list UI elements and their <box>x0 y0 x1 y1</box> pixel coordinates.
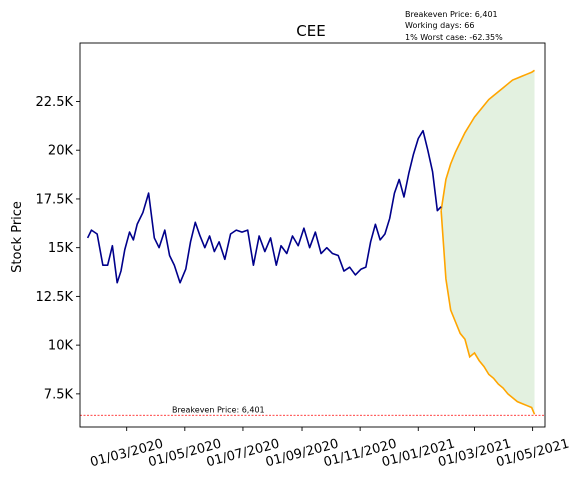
y-tick-label: 12.5K <box>36 290 74 305</box>
y-axis-label: Stock Price <box>10 201 25 273</box>
annotation-worst-case: 1% Worst case: -62.35% <box>405 33 503 42</box>
annotation-working-days: Working days: 66 <box>405 21 474 30</box>
history-line <box>86 129 442 284</box>
y-tick-label: 7.5K <box>44 387 74 402</box>
plot-area: Breakeven Price: 6,401 <box>80 69 545 416</box>
chart-title: CEE <box>296 22 325 40</box>
y-tick-label: 20K <box>48 144 74 159</box>
projection-band <box>441 70 535 415</box>
annotation-breakeven: Breakeven Price: 6,401 <box>405 10 498 19</box>
y-tick-label: 22.5K <box>36 95 74 110</box>
axes-frame <box>79 42 546 428</box>
y-tick-label: 15K <box>48 241 74 256</box>
y-tick-label: 17.5K <box>36 192 74 207</box>
y-tick-label: 10K <box>48 339 74 354</box>
breakeven-label: Breakeven Price: 6,401 <box>172 405 265 414</box>
projection-lower-line <box>440 210 536 415</box>
projection-upper-line <box>440 69 535 211</box>
